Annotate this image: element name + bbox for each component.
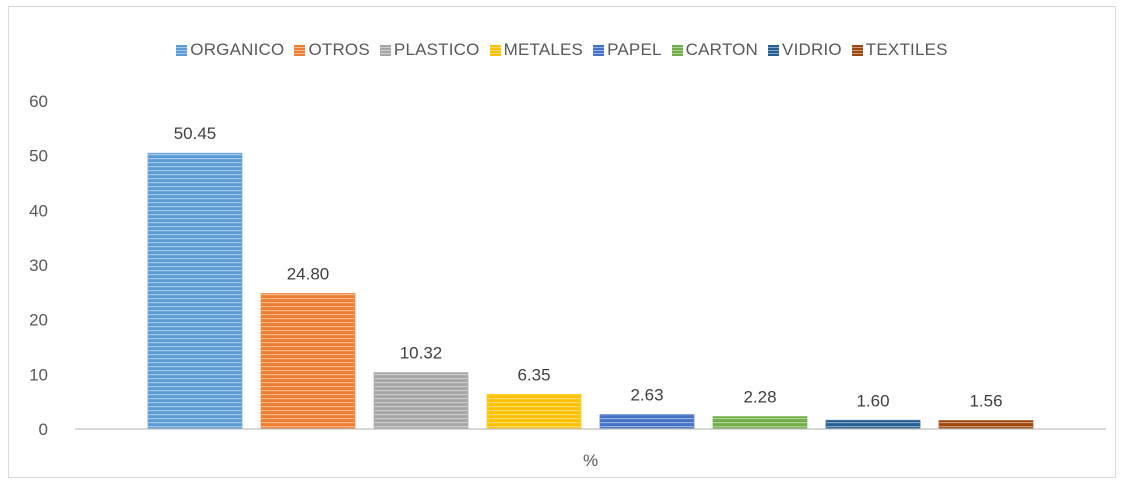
y-tick-label: 50 [29,147,48,166]
legend-swatch [176,44,188,56]
data-label-carton: 2.28 [743,388,776,407]
y-axis: 0 10 20 30 40 50 60 [29,92,48,439]
data-label-organico: 50.45 [174,124,217,143]
legend-item-plastico: PLASTICO [379,40,480,60]
legend-swatch [671,44,683,56]
bar-carton [712,416,808,430]
data-label-plastico: 10.32 [400,344,443,363]
y-tick-label: 0 [39,420,48,439]
y-tick-label: 20 [29,311,48,330]
legend-item-carton: CARTON [671,40,759,60]
bar-organico [147,152,243,430]
legend-swatch [593,44,605,56]
bar-papel [599,414,695,430]
y-tick-label: 40 [29,201,48,220]
data-label-metales: 6.35 [517,365,550,384]
data-label-otros: 24.80 [287,264,330,283]
legend-item-textiles: TEXTILES [851,40,948,60]
bar-textiles [938,420,1034,430]
legend-label: PAPEL [607,40,662,59]
data-label-vidrio: 1.60 [856,391,889,410]
bar-metales [486,393,582,430]
legend-label: ORGANICO [190,40,285,59]
data-label-textiles: 1.56 [969,391,1002,410]
y-tick-label: 60 [29,92,48,111]
legend-item-metales: METALES [489,40,584,60]
legend-item-vidrio: VIDRIO [768,40,842,60]
legend-label: VIDRIO [782,40,842,59]
legend-label: CARTON [685,40,759,59]
bar-otros [260,293,356,430]
legend-item-papel: PAPEL [593,40,662,60]
bar-vidrio [825,419,921,430]
y-tick-label: 30 [29,256,48,275]
chart-legend: ORGANICO OTROS PLASTICO METALES PAPEL CARTON V… [0,40,1124,60]
legend-swatch [294,44,306,56]
legend-swatch [379,44,391,56]
legend-label: TEXTILES [865,40,948,59]
legend-swatch [851,44,863,56]
legend-label: OTROS [308,40,370,59]
legend-label: PLASTICO [393,40,480,59]
legend-item-otros: OTROS [294,40,370,60]
bars [147,152,1034,430]
y-tick-label: 10 [29,365,48,384]
legend-swatch [768,44,780,56]
legend-label: METALES [503,40,584,59]
data-labels: 50.45 24.80 10.32 6.35 2.63 2.28 1.60 1.56 [174,124,1003,410]
bar-plastico [373,372,469,430]
legend-swatch [489,44,501,56]
data-label-papel: 2.63 [630,386,663,405]
legend-item-organico: ORGANICO [176,40,284,60]
x-axis-title: % [583,451,598,470]
